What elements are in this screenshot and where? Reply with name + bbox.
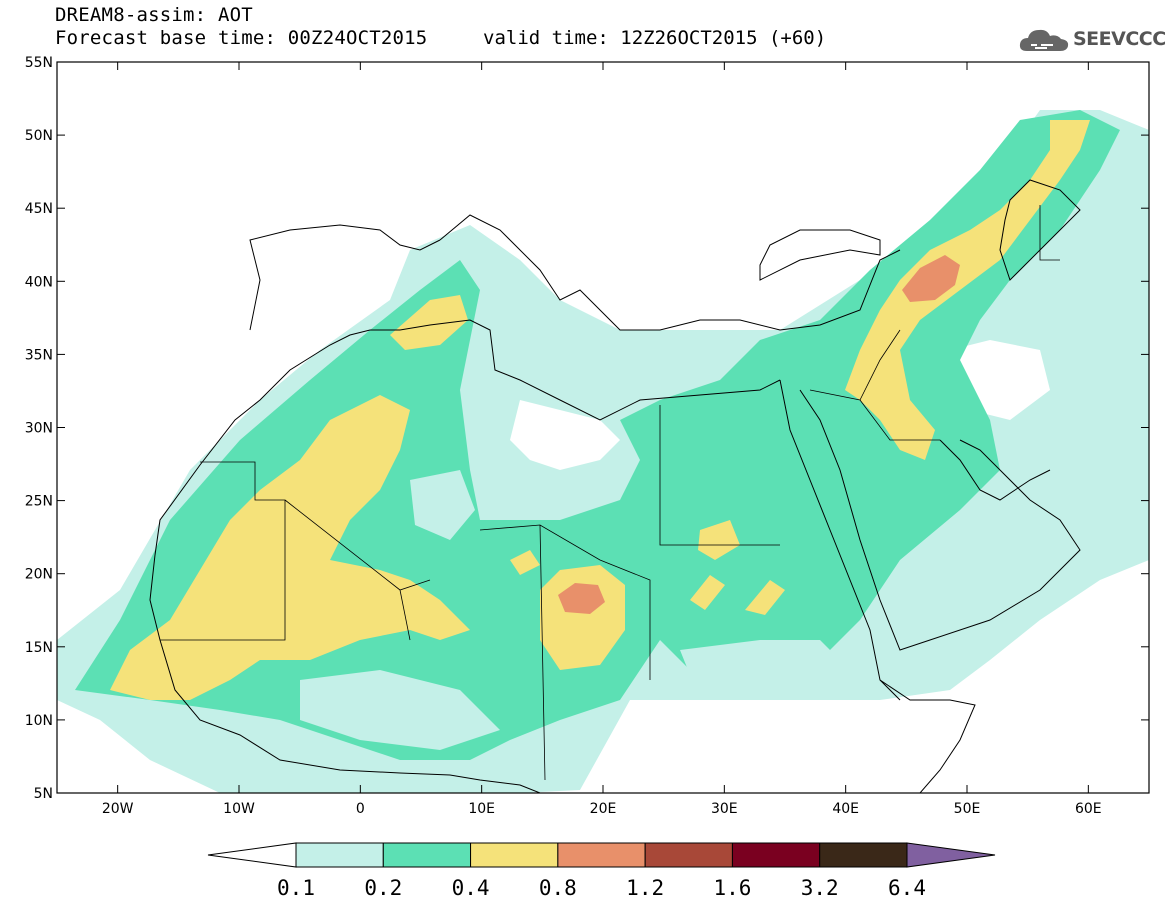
latitude-axis: 55N 50N 45N 40N 35N 30N 25N 20N 15N 10N 5N <box>25 55 1149 802</box>
aot-level-0.4 <box>390 295 468 350</box>
lon-tick-label: 10E <box>468 801 495 817</box>
colorbar-box <box>819 842 908 868</box>
lat-tick-label: 50N <box>25 128 53 144</box>
aot-level-0.4 <box>845 120 1090 460</box>
seevccc-logo: SEEVCCC <box>1017 23 1165 57</box>
forecast-base-time: Forecast base time: 00Z24OCT2015 <box>55 27 428 49</box>
aot-contours <box>57 110 1149 793</box>
colorbar-box <box>731 842 821 868</box>
colorbar-box <box>295 842 384 868</box>
lon-tick-label: 30E <box>711 801 738 817</box>
lat-tick-label: 5N <box>34 786 53 802</box>
aot-level-0.1 <box>680 640 860 700</box>
colorbar-label: 6.4 <box>888 876 926 900</box>
lon-tick-label: 50E <box>954 801 981 817</box>
longitude-axis: 20W 10W 0 10E 20E 30E 40E 50E 60E <box>102 62 1102 817</box>
aot-level-0.4 <box>510 550 540 575</box>
coastline-red-sea <box>779 379 901 701</box>
coastline-black-sea <box>759 229 881 281</box>
lon-tick-label: 0 <box>356 801 365 817</box>
logo-text: SEEVCCC <box>1073 28 1165 50</box>
colorbar-label: 1.6 <box>713 876 751 900</box>
colorbar-label: 0.8 <box>539 876 577 900</box>
national-borders <box>160 205 1060 781</box>
colorbar-box <box>644 842 733 868</box>
aot-level-0.4 <box>110 395 470 700</box>
colorbar-box <box>382 842 472 868</box>
coastlines <box>149 179 1081 793</box>
cloud-icon <box>1019 29 1069 51</box>
lon-tick-label: 10W <box>223 801 255 817</box>
lat-tick-label: 30N <box>25 421 53 437</box>
lat-tick-label: 40N <box>25 274 53 290</box>
aot-level-0.1 <box>410 470 475 540</box>
lat-tick-label: 10N <box>25 713 53 729</box>
aot-level-0.8 <box>902 255 960 302</box>
aot-level-0.4 <box>540 565 625 670</box>
colorbar-boxes <box>207 842 996 868</box>
coastline-persian-gulf <box>939 439 1051 501</box>
lon-tick-label: 60E <box>1075 801 1102 817</box>
lat-tick-label: 15N <box>25 640 53 656</box>
lat-tick-label: 35N <box>25 347 53 363</box>
lat-tick-label: 45N <box>25 201 53 217</box>
coastline-arabia <box>799 389 1081 651</box>
aot-level-0.4 <box>690 575 725 610</box>
colorbar-label: 1.2 <box>626 876 664 900</box>
lat-tick-label: 20N <box>25 567 53 583</box>
colorbar-label: 0.2 <box>364 876 402 900</box>
lat-tick-label: 55N <box>25 55 53 71</box>
coastline-iberia <box>249 224 441 331</box>
coastline-europe <box>439 214 901 331</box>
lon-tick-label: 20W <box>102 801 134 817</box>
aot-clear-area <box>510 400 620 470</box>
colorbar-under-triangle <box>207 842 297 868</box>
colorbar-label: 3.2 <box>801 876 839 900</box>
aot-level-0.8 <box>558 583 605 614</box>
valid-time: valid time: 12Z26OCT2015 (+60) <box>483 27 827 49</box>
colorbar-box <box>557 842 646 868</box>
aot-level-0.4 <box>745 580 785 615</box>
aot-level-0.4 <box>698 520 740 560</box>
lon-tick-label: 20E <box>590 801 617 817</box>
map-title: DREAM8-assim: AOT <box>55 4 253 26</box>
colorbar-box <box>470 842 559 868</box>
colorbar-labels: 0.1 0.2 0.4 0.8 1.2 1.6 3.2 6.4 <box>277 876 926 900</box>
colorbar-label: 0.4 <box>452 876 490 900</box>
lon-tick-label: 40E <box>832 801 859 817</box>
coastline-west-africa <box>154 319 781 556</box>
colorbar-over-triangle <box>906 842 996 868</box>
aot-level-0.1 <box>300 670 500 750</box>
colorbar-label: 0.1 <box>277 876 315 900</box>
lat-tick-label: 25N <box>25 494 53 510</box>
coastline-horn-africa <box>879 679 976 793</box>
